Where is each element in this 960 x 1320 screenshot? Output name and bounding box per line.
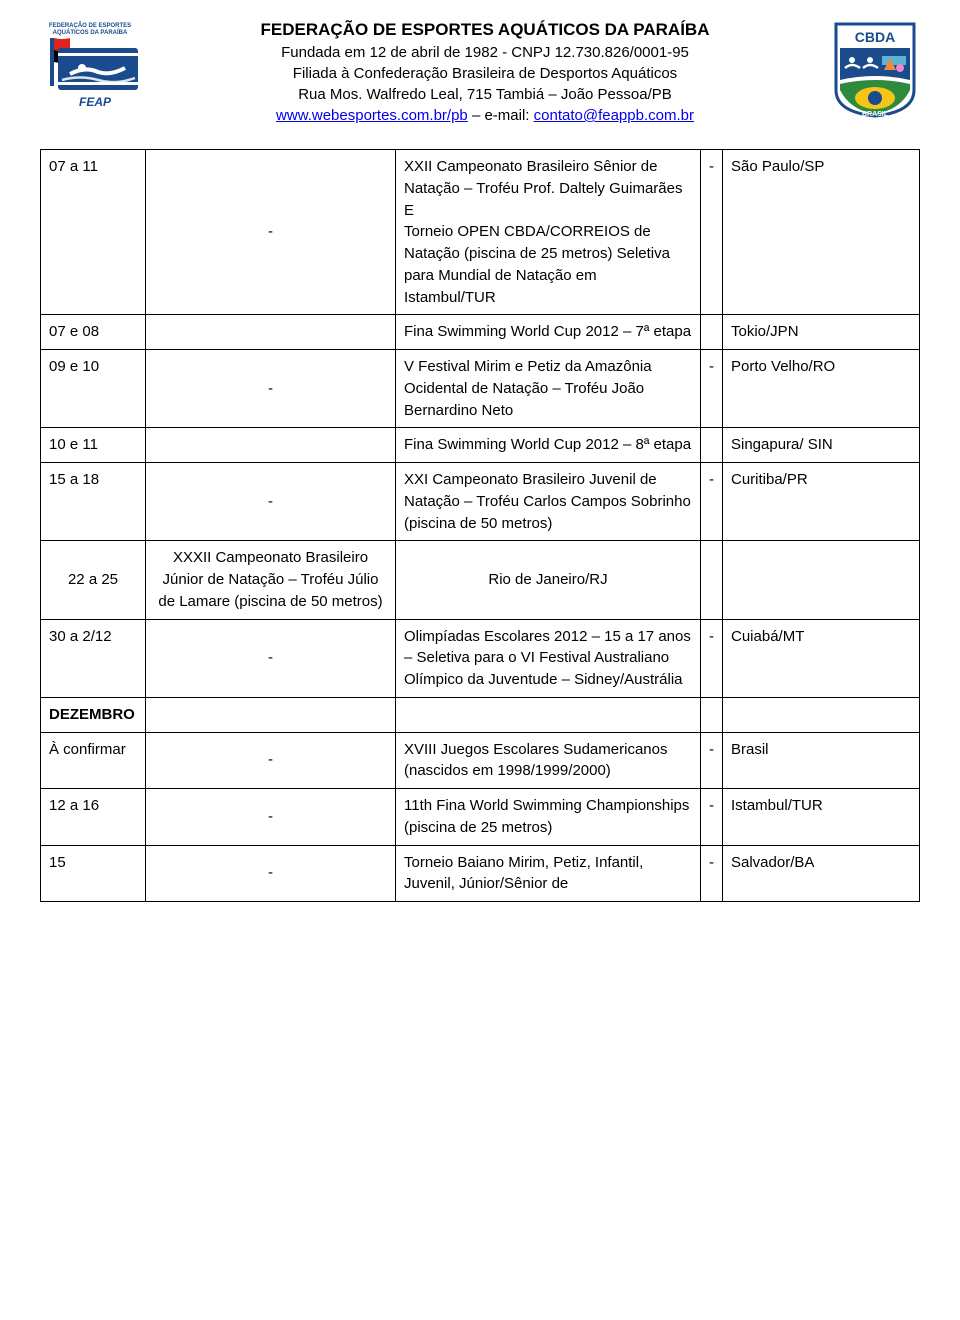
table-cell: - [146,350,396,428]
founding-line: Fundada em 12 de abril de 1982 - CNPJ 12… [160,44,810,61]
table-row: DEZEMBRO [41,697,920,732]
table-cell [701,697,723,732]
table-cell: Rio de Janeiro/RJ [396,541,701,619]
table-cell: Istambul/TUR [723,789,920,846]
svg-text:FEDERAÇÃO DE ESPORTES: FEDERAÇÃO DE ESPORTES [49,22,131,29]
table-cell: - [146,789,396,846]
table-cell: - [146,845,396,902]
org-name: FEDERAÇÃO DE ESPORTES AQUÁTICOS DA PARAÍ… [160,20,810,40]
table-cell: XXII Campeonato Brasileiro Sênior de Nat… [396,150,701,315]
table-cell [701,315,723,350]
table-cell: - [701,845,723,902]
table-cell: Porto Velho/RO [723,350,920,428]
table-cell: - [701,789,723,846]
table-row: 15 a 18-XXI Campeonato Brasileiro Juveni… [41,463,920,541]
contact-line: www.webesportes.com.br/pb – e-mail: cont… [160,107,810,124]
table-cell: 12 a 16 [41,789,146,846]
table-cell: - [701,150,723,315]
table-cell: - [146,463,396,541]
table-cell: V Festival Mirim e Petiz da Amazônia Oci… [396,350,701,428]
schedule-table: 07 a 11-XXII Campeonato Brasileiro Sênio… [40,149,920,902]
table-row: 09 e 10-V Festival Mirim e Petiz da Amaz… [41,350,920,428]
table-cell: 15 a 18 [41,463,146,541]
table-cell [723,541,920,619]
website-link[interactable]: www.webesportes.com.br/pb [276,107,468,124]
svg-text:FEAP: FEAP [79,95,112,109]
table-cell: XVIII Juegos Escolares Sudamericanos (na… [396,732,701,789]
table-cell: - [701,463,723,541]
table-cell: À confirmar [41,732,146,789]
table-cell: Fina Swimming World Cup 2012 – 8ª etapa [396,428,701,463]
table-cell: Torneio Baiano Mirim, Petiz, Infantil, J… [396,845,701,902]
table-cell: DEZEMBRO [41,697,146,732]
feap-logo: FEDERAÇÃO DE ESPORTES AQUÁTICOS DA PARAÍ… [40,20,140,110]
table-cell: 30 a 2/12 [41,619,146,697]
table-cell: 07 e 08 [41,315,146,350]
table-cell: Tokio/JPN [723,315,920,350]
table-cell: Fina Swimming World Cup 2012 – 7ª etapa [396,315,701,350]
svg-text:CBDA: CBDA [855,29,895,45]
table-row: 10 e 11 Fina Swimming World Cup 2012 – 8ª… [41,428,920,463]
table-cell: 11th Fina World Swimming Championships (… [396,789,701,846]
table-row: 12 a 16-11th Fina World Swimming Champio… [41,789,920,846]
table-cell [396,697,701,732]
table-cell [146,428,396,463]
table-cell: 07 a 11 [41,150,146,315]
table-cell: 15 [41,845,146,902]
table-cell: - [146,619,396,697]
affiliation-line: Filiada à Confederação Brasileira de Des… [160,65,810,82]
table-row: 07 a 11-XXII Campeonato Brasileiro Sênio… [41,150,920,315]
table-cell [701,428,723,463]
table-cell: Curitiba/PR [723,463,920,541]
table-cell: - [701,619,723,697]
header-text-block: FEDERAÇÃO DE ESPORTES AQUÁTICOS DA PARAÍ… [160,20,810,124]
table-cell: - [146,150,396,315]
table-cell: 10 e 11 [41,428,146,463]
letterhead-header: FEDERAÇÃO DE ESPORTES AQUÁTICOS DA PARAÍ… [40,20,920,124]
table-cell [701,541,723,619]
table-row: 22 a 25XXXII Campeonato Brasileiro Júnio… [41,541,920,619]
table-cell: Singapura/ SIN [723,428,920,463]
cbda-logo: CBDA BRASIL [830,20,920,120]
email-link[interactable]: contato@feappb.com.br [534,107,694,124]
table-cell [146,697,396,732]
table-cell: XXXII Campeonato Brasileiro Júnior de Na… [146,541,396,619]
address-line: Rua Mos. Walfredo Leal, 715 Tambiá – Joã… [160,86,810,103]
table-row: 30 a 2/12-Olimpíadas Escolares 2012 – 15… [41,619,920,697]
table-cell: Salvador/BA [723,845,920,902]
table-cell: 09 e 10 [41,350,146,428]
table-cell [146,315,396,350]
table-cell: - [701,732,723,789]
svg-text:AQUÁTICOS DA PARAÍBA: AQUÁTICOS DA PARAÍBA [53,28,128,36]
table-cell [723,697,920,732]
table-cell: Cuiabá/MT [723,619,920,697]
table-row: À confirmar-XVIII Juegos Escolares Sudam… [41,732,920,789]
table-cell: - [146,732,396,789]
table-cell: 22 a 25 [41,541,146,619]
svg-text:BRASIL: BRASIL [862,111,889,118]
table-cell: XXI Campeonato Brasileiro Juvenil de Nat… [396,463,701,541]
table-row: 07 e 08 Fina Swimming World Cup 2012 – 7ª… [41,315,920,350]
table-cell: São Paulo/SP [723,150,920,315]
table-cell: Brasil [723,732,920,789]
table-cell: - [701,350,723,428]
table-cell: Olimpíadas Escolares 2012 – 15 a 17 anos… [396,619,701,697]
table-row: 15-Torneio Baiano Mirim, Petiz, Infantil… [41,845,920,902]
